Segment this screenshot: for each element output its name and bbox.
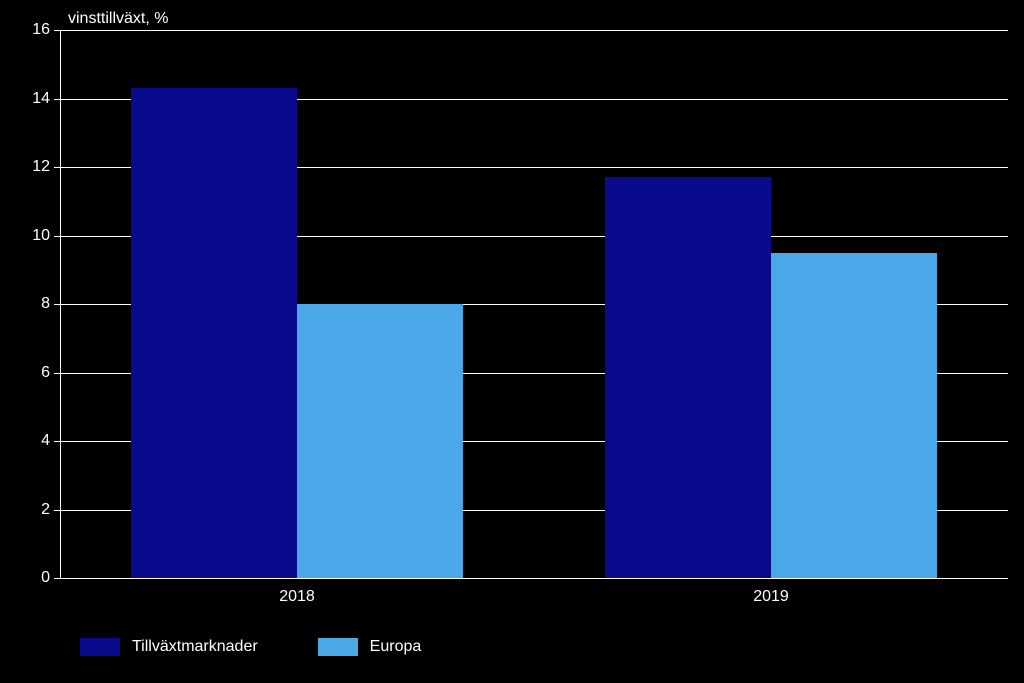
- y-axis-title: vinsttillväxt, %: [68, 10, 168, 28]
- y-axis-line: [60, 30, 61, 578]
- bar-europa-2019: [771, 253, 937, 578]
- legend-item: Europa: [318, 638, 422, 656]
- y-tick-label: 0: [20, 569, 50, 587]
- y-tick-label: 4: [20, 432, 50, 450]
- y-tick-label: 6: [20, 364, 50, 382]
- x-tick-label: 2019: [753, 588, 789, 606]
- legend-label: Europa: [370, 638, 422, 656]
- y-tick-label: 16: [20, 21, 50, 39]
- y-tick-label: 8: [20, 295, 50, 313]
- bar-tillväxtmarknader-2018: [131, 88, 297, 578]
- plot-area: 024681012141620182019: [60, 30, 1008, 578]
- y-tick-label: 2: [20, 501, 50, 519]
- x-axis-line: [60, 578, 1008, 579]
- y-tick-label: 10: [20, 227, 50, 245]
- y-tick-label: 12: [20, 158, 50, 176]
- bar-europa-2018: [297, 304, 463, 578]
- gridline: [60, 30, 1008, 31]
- x-tick-label: 2018: [279, 588, 315, 606]
- bar-tillväxtmarknader-2019: [605, 177, 771, 578]
- chart-container: 024681012141620182019 vinsttillväxt, %: [50, 10, 1010, 590]
- legend: Tillväxtmarknader Europa: [80, 638, 421, 656]
- legend-label: Tillväxtmarknader: [132, 638, 258, 656]
- y-tick-label: 14: [20, 90, 50, 108]
- legend-item: Tillväxtmarknader: [80, 638, 258, 656]
- legend-swatch: [318, 638, 358, 656]
- legend-swatch: [80, 638, 120, 656]
